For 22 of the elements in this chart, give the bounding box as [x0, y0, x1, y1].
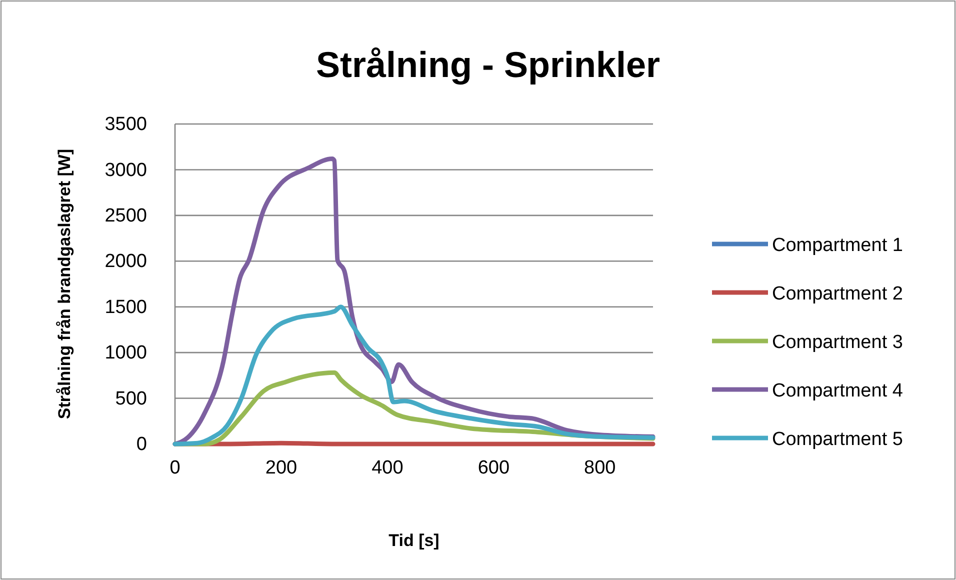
legend-label: Compartment 4 [772, 380, 904, 402]
line-series [172, 304, 656, 446]
y-tick-label: 3500 [104, 114, 147, 136]
legend-label: Compartment 5 [772, 429, 903, 450]
legend-label: Compartment 3 [772, 332, 903, 353]
y-tick-label: 0 [136, 434, 147, 456]
x-tick-label: 0 [170, 457, 180, 478]
y-axis-title: Strålning från brandgaslagret [W] [55, 148, 74, 420]
x-tick-label: 800 [584, 457, 616, 478]
legend-label: Compartment 2 [772, 284, 903, 304]
y-tick-label: 3000 [104, 160, 147, 181]
chart-title: Strålning - Sprinkler [316, 44, 660, 85]
x-axis-title: Tid [s] [388, 531, 440, 550]
x-tick-label: 600 [478, 457, 510, 478]
legend-label: Compartment 1 [772, 235, 903, 256]
y-tick-label: 1500 [104, 296, 147, 318]
y-tick-label: 2500 [104, 206, 147, 227]
x-tick-label: 200 [265, 457, 298, 478]
x-tick-label: 400 [372, 457, 404, 478]
y-tick-label: 500 [115, 388, 147, 410]
y-tick-label: 1000 [104, 342, 147, 364]
y-tick-label: 2000 [104, 251, 147, 272]
